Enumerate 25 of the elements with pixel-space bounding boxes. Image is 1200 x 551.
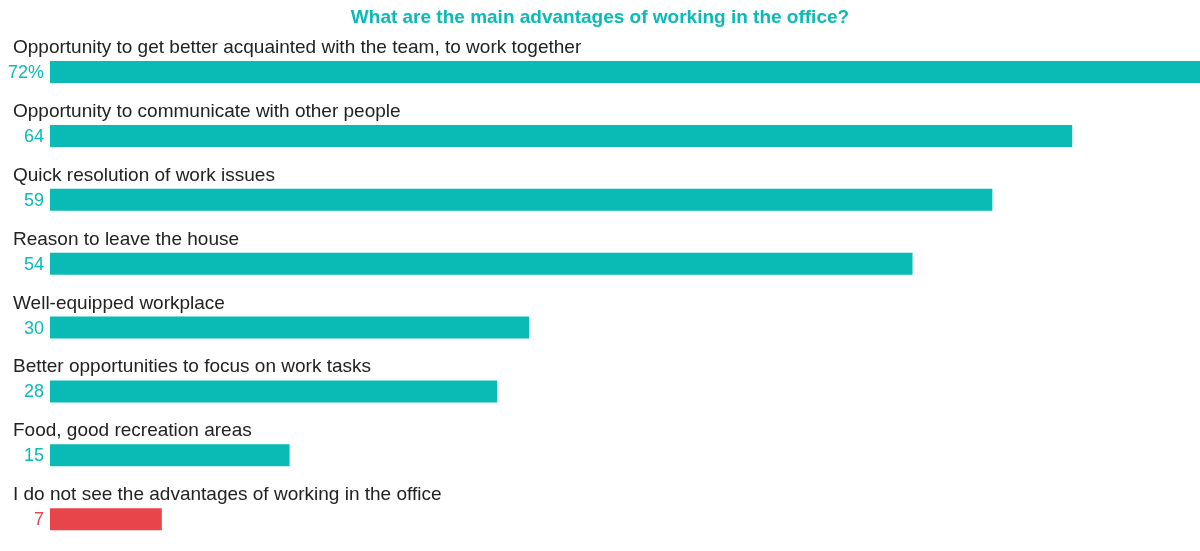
y-tick-label: Reason to leave the house (13, 227, 240, 249)
bar (50, 61, 1200, 83)
bar (50, 508, 162, 531)
bar (50, 380, 498, 403)
data-label: 28 (23, 381, 44, 402)
y-tick-label: I do not see the advantages of working in the office (13, 483, 442, 505)
data-label: 15 (23, 445, 44, 466)
data-label: 54 (23, 253, 44, 274)
y-tick-label: Opportunity to communicate with other people (13, 99, 401, 121)
data-label: 7 (33, 509, 44, 530)
y-tick-label: Well-equipped workplace (13, 291, 225, 313)
bar (50, 252, 913, 275)
bar (50, 124, 1073, 147)
data-label: 72% (7, 62, 44, 82)
chart-title: What are the main advantages of working in the office? (349, 6, 851, 28)
bar (50, 444, 290, 467)
bar (50, 316, 530, 339)
data-label: 30 (23, 317, 44, 338)
y-tick-label: Better opportunities to focus on work tasks (13, 355, 372, 377)
data-label: 59 (23, 189, 44, 210)
bar (50, 188, 993, 211)
y-tick-label: Quick resolution of work issues (13, 163, 275, 185)
data-label: 64 (23, 125, 44, 146)
y-tick-label: Food, good recreation areas (13, 419, 252, 441)
y-tick-label: Opportunity to get better acquainted with the team, to work together (13, 36, 582, 57)
